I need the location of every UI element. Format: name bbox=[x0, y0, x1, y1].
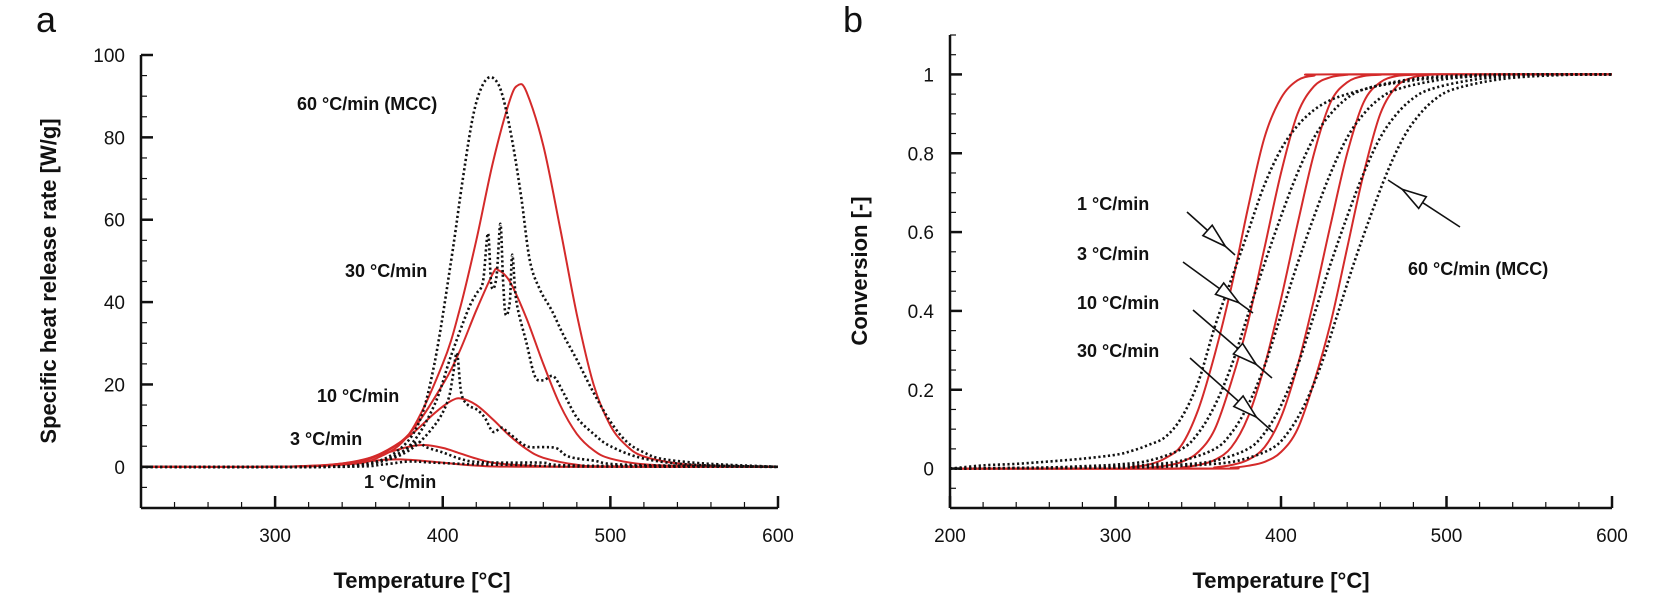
panel-a-plot-area: 300 400 500 600 0 20 40 60 80 100 bbox=[93, 46, 794, 547]
model-series-line bbox=[140, 397, 779, 469]
y-tick-label: 0.2 bbox=[908, 381, 934, 402]
panel-b-y-axis-title: Conversion [-] bbox=[847, 196, 872, 345]
experiment-series-line bbox=[949, 73, 1612, 470]
x-tick-label: 300 bbox=[259, 526, 291, 547]
x-tick-label: 300 bbox=[1100, 526, 1132, 547]
panel-b-conversion-chart: b 200 300 400 500 600 0 0.2 0.4 0.6 0.8 1 Temperat… bbox=[843, 0, 1628, 593]
arrow-head-icon bbox=[1399, 187, 1428, 210]
x-tick-label: 600 bbox=[762, 526, 794, 547]
arrow-line bbox=[1387, 179, 1461, 228]
experiment-series-line bbox=[140, 460, 779, 469]
x-tick-label: 500 bbox=[1431, 526, 1463, 547]
panel-b-x-axis-title: Temperature [°C] bbox=[1192, 568, 1369, 593]
panel-b-letter: b bbox=[843, 0, 863, 40]
model-series-line bbox=[140, 83, 779, 468]
y-tick-label: 100 bbox=[93, 46, 125, 67]
experiment-series-line bbox=[949, 73, 1612, 470]
panel-a-letter: a bbox=[36, 0, 57, 40]
panel-a-x-axis-title: Temperature [°C] bbox=[333, 568, 510, 593]
panel-a-heat-release-chart: a 300 400 500 600 0 20 40 60 80 100 Temperature [… bbox=[36, 0, 794, 593]
arrow-head-icon bbox=[1201, 223, 1228, 249]
x-tick-label: 600 bbox=[1596, 526, 1628, 547]
experiment-series-line bbox=[949, 73, 1613, 470]
annotation-30: 30 °C/min bbox=[1077, 341, 1159, 361]
y-tick-label: 0 bbox=[923, 460, 934, 481]
annotation-1: 1 °C/min bbox=[1077, 194, 1149, 214]
arrow-head-icon bbox=[1232, 342, 1259, 367]
model-series-line bbox=[958, 73, 1612, 470]
annotation-1: 1 °C/min bbox=[364, 472, 436, 492]
model-series-line bbox=[958, 73, 1612, 470]
y-tick-label: 0.6 bbox=[908, 223, 934, 244]
y-tick-label: 0.4 bbox=[908, 302, 935, 323]
experiment-series-line bbox=[949, 73, 1613, 470]
annotation-60-mcc: 60 °C/min (MCC) bbox=[1408, 259, 1548, 279]
arrow-head-icon bbox=[1232, 394, 1259, 420]
annotation-arrows bbox=[1182, 179, 1461, 433]
y-tick-label: 60 bbox=[104, 211, 125, 232]
annotation-3: 3 °C/min bbox=[1077, 244, 1149, 264]
experiment-series-line bbox=[140, 351, 779, 469]
annotation-3: 3 °C/min bbox=[290, 429, 362, 449]
y-tick-label: 20 bbox=[104, 375, 125, 396]
y-tick-label: 1 bbox=[923, 65, 934, 86]
x-tick-label: 500 bbox=[595, 526, 627, 547]
arrow-head-icon bbox=[1214, 281, 1242, 305]
experiment-series-line bbox=[140, 75, 779, 469]
y-tick-label: 0 bbox=[114, 458, 125, 479]
x-tick-label: 200 bbox=[934, 526, 966, 547]
x-tick-label: 400 bbox=[1265, 526, 1297, 547]
arrow-line bbox=[1182, 261, 1254, 314]
y-tick-label: 0.8 bbox=[908, 144, 934, 165]
panel-b-plot-area: 200 300 400 500 600 0 0.2 0.4 0.6 0.8 1 bbox=[908, 34, 1628, 547]
annotation-10: 10 °C/min bbox=[1077, 293, 1159, 313]
experiment-series-line bbox=[140, 222, 779, 469]
model-series-line bbox=[958, 73, 1612, 470]
y-tick-label: 40 bbox=[104, 293, 125, 314]
arrow-line bbox=[1192, 309, 1273, 379]
annotation-30: 30 °C/min bbox=[345, 261, 427, 281]
annotation-60-mcc: 60 °C/min (MCC) bbox=[297, 94, 437, 114]
annotation-10: 10 °C/min bbox=[317, 386, 399, 406]
x-tick-label: 400 bbox=[427, 526, 459, 547]
experiment-series-line bbox=[140, 440, 779, 469]
arrow-line bbox=[1189, 357, 1274, 433]
y-tick-label: 80 bbox=[104, 128, 125, 149]
panel-a-y-axis-title: Specific heat release rate [W/g] bbox=[36, 118, 61, 443]
